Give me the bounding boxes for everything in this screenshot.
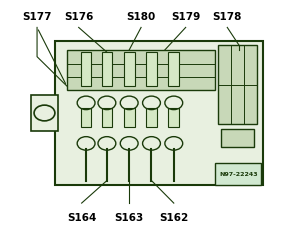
Bar bbox=[221, 129, 254, 147]
Bar bbox=[218, 46, 257, 125]
Bar bbox=[168, 109, 179, 127]
Bar bbox=[31, 96, 58, 131]
Text: N97-22243: N97-22243 bbox=[219, 172, 258, 177]
Text: S176: S176 bbox=[64, 12, 93, 22]
Bar bbox=[124, 109, 134, 127]
Bar bbox=[102, 109, 112, 127]
Bar bbox=[146, 109, 157, 127]
Text: S177: S177 bbox=[22, 12, 52, 22]
Bar bbox=[81, 109, 92, 127]
Bar bbox=[124, 53, 134, 86]
Text: S162: S162 bbox=[159, 212, 188, 222]
Bar bbox=[55, 42, 263, 185]
Bar bbox=[81, 53, 92, 86]
Bar bbox=[168, 53, 179, 86]
Bar bbox=[215, 163, 262, 185]
Bar bbox=[102, 53, 112, 86]
Text: S179: S179 bbox=[171, 12, 200, 22]
Text: S180: S180 bbox=[127, 12, 156, 22]
Text: S164: S164 bbox=[67, 212, 96, 222]
Bar bbox=[146, 53, 157, 86]
Text: S163: S163 bbox=[115, 212, 144, 222]
Bar bbox=[67, 51, 215, 91]
Text: S178: S178 bbox=[213, 12, 242, 22]
